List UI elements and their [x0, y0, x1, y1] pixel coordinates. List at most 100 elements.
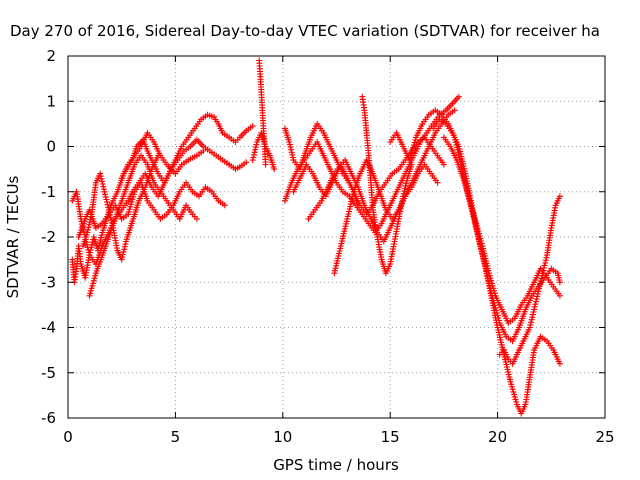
x-tick-label: 0 [63, 428, 73, 446]
data-point [533, 296, 540, 303]
data-point [529, 314, 536, 321]
data-point [509, 386, 516, 393]
data-point [97, 173, 104, 180]
data-point [455, 93, 462, 100]
x-tick-label: 15 [381, 428, 400, 446]
y-tick-label: 1 [46, 92, 56, 110]
y-tick-label: -5 [41, 364, 56, 382]
data-point [106, 209, 113, 216]
data-point [99, 178, 106, 185]
y-tick-label: -3 [41, 273, 56, 291]
x-tick-label: 5 [171, 428, 181, 446]
data-point [271, 166, 278, 173]
data-point [86, 221, 93, 228]
data-point [120, 248, 127, 255]
data-point [488, 277, 495, 284]
data-point [125, 208, 132, 215]
data-point [200, 148, 207, 154]
data-point [119, 251, 126, 258]
data-point [249, 157, 256, 164]
data-point [97, 237, 104, 244]
data-point [531, 306, 538, 313]
data-point [108, 219, 115, 226]
axis-ticks: 0 5 10 15 20 25 -6 -5 -4 -3 -2 -1 0 1 2 [41, 47, 615, 446]
data-point [402, 182, 409, 189]
data-point [107, 212, 113, 218]
data-points [69, 57, 563, 417]
data-point [100, 186, 107, 193]
data-point [96, 239, 103, 246]
data-point [539, 272, 546, 279]
data-point [556, 292, 563, 299]
data-point [84, 229, 91, 236]
x-tick-label: 10 [273, 428, 292, 446]
y-tick-label: -2 [41, 228, 56, 246]
data-point [262, 161, 269, 168]
data-point [253, 141, 260, 148]
data-point [539, 270, 546, 277]
data-point [102, 191, 109, 198]
data-point [463, 187, 470, 194]
data-point [84, 244, 91, 251]
data-point [108, 217, 115, 224]
data-point [401, 185, 408, 192]
y-tick-label: -4 [41, 319, 56, 337]
data-point [104, 199, 110, 206]
data-point [104, 201, 111, 208]
data-point [451, 107, 458, 114]
data-point [528, 319, 534, 326]
data-point [250, 154, 257, 161]
data-point [536, 283, 543, 290]
data-point [118, 256, 125, 263]
data-point [536, 285, 542, 292]
data-point [534, 290, 541, 297]
data-point [542, 257, 549, 264]
x-axis-label: GPS time / hours [273, 456, 399, 474]
data-point [434, 179, 441, 186]
data-point [403, 177, 410, 184]
data-point [556, 360, 563, 367]
data-point [98, 232, 105, 239]
data-point [529, 311, 536, 318]
data-point [412, 137, 419, 143]
y-tick-label: 2 [46, 47, 56, 65]
data-point [556, 193, 563, 200]
data-point [121, 246, 128, 253]
data-point [478, 240, 485, 247]
y-tick-label: 0 [46, 138, 56, 156]
data-point [85, 249, 92, 256]
data-point [440, 161, 447, 168]
data-point [400, 190, 407, 197]
y-axis-label: SDTVAR / TECUs [4, 175, 22, 298]
data-point [243, 159, 250, 166]
data-point [193, 215, 200, 222]
data-point [538, 275, 545, 282]
data-point [286, 139, 293, 145]
data-point [122, 241, 129, 248]
data-point [251, 151, 257, 158]
data-point [252, 146, 259, 153]
data-point [107, 214, 114, 221]
data-point [84, 226, 91, 233]
x-tick-label: 25 [595, 428, 614, 446]
data-point [526, 324, 533, 331]
data-point [408, 161, 415, 168]
data-point [105, 204, 112, 211]
y-tick-label: -6 [41, 409, 56, 427]
grid-lines [68, 56, 605, 418]
x-tick-label: 20 [488, 428, 507, 446]
data-point [98, 175, 105, 182]
data-point [287, 144, 294, 151]
data-point [249, 123, 256, 130]
data-point [543, 254, 550, 261]
data-point [103, 196, 110, 203]
data-point [289, 154, 296, 161]
data-point [121, 243, 128, 250]
data-point [527, 321, 534, 328]
data-point [540, 265, 547, 271]
data-point [97, 170, 104, 177]
data-point [99, 181, 106, 187]
data-point [289, 151, 296, 158]
data-point [530, 309, 537, 315]
data-point [85, 224, 92, 231]
